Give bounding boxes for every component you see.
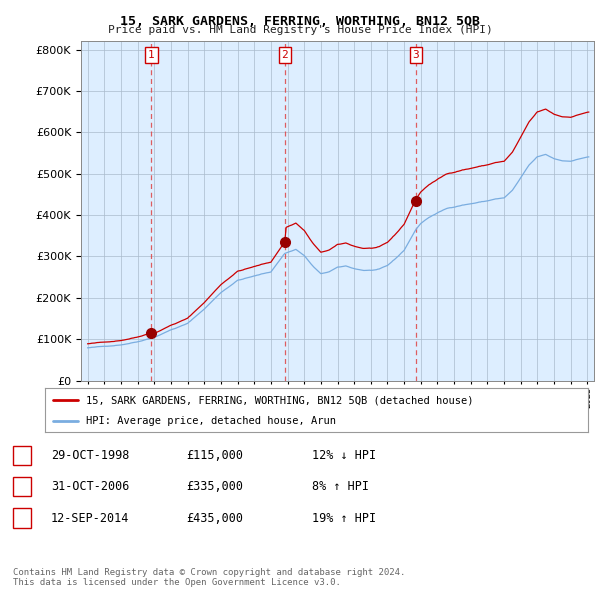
Text: 3: 3 [412,50,419,60]
Text: 1: 1 [148,50,155,60]
Text: £115,000: £115,000 [186,449,243,462]
Text: 15, SARK GARDENS, FERRING, WORTHING, BN12 5QB: 15, SARK GARDENS, FERRING, WORTHING, BN1… [120,15,480,28]
Text: 15, SARK GARDENS, FERRING, WORTHING, BN12 5QB (detached house): 15, SARK GARDENS, FERRING, WORTHING, BN1… [86,395,473,405]
Text: 12-SEP-2014: 12-SEP-2014 [51,512,130,525]
Text: Contains HM Land Registry data © Crown copyright and database right 2024.
This d: Contains HM Land Registry data © Crown c… [13,568,406,587]
Text: 31-OCT-2006: 31-OCT-2006 [51,480,130,493]
Text: £335,000: £335,000 [186,480,243,493]
Text: £435,000: £435,000 [186,512,243,525]
Text: HPI: Average price, detached house, Arun: HPI: Average price, detached house, Arun [86,416,336,426]
Text: 8% ↑ HPI: 8% ↑ HPI [312,480,369,493]
Text: 12% ↓ HPI: 12% ↓ HPI [312,449,376,462]
Text: 1: 1 [19,449,26,462]
Text: 19% ↑ HPI: 19% ↑ HPI [312,512,376,525]
Text: 3: 3 [19,512,26,525]
Text: 29-OCT-1998: 29-OCT-1998 [51,449,130,462]
Text: 2: 2 [281,50,288,60]
Text: 2: 2 [19,480,26,493]
Text: Price paid vs. HM Land Registry's House Price Index (HPI): Price paid vs. HM Land Registry's House … [107,25,493,35]
